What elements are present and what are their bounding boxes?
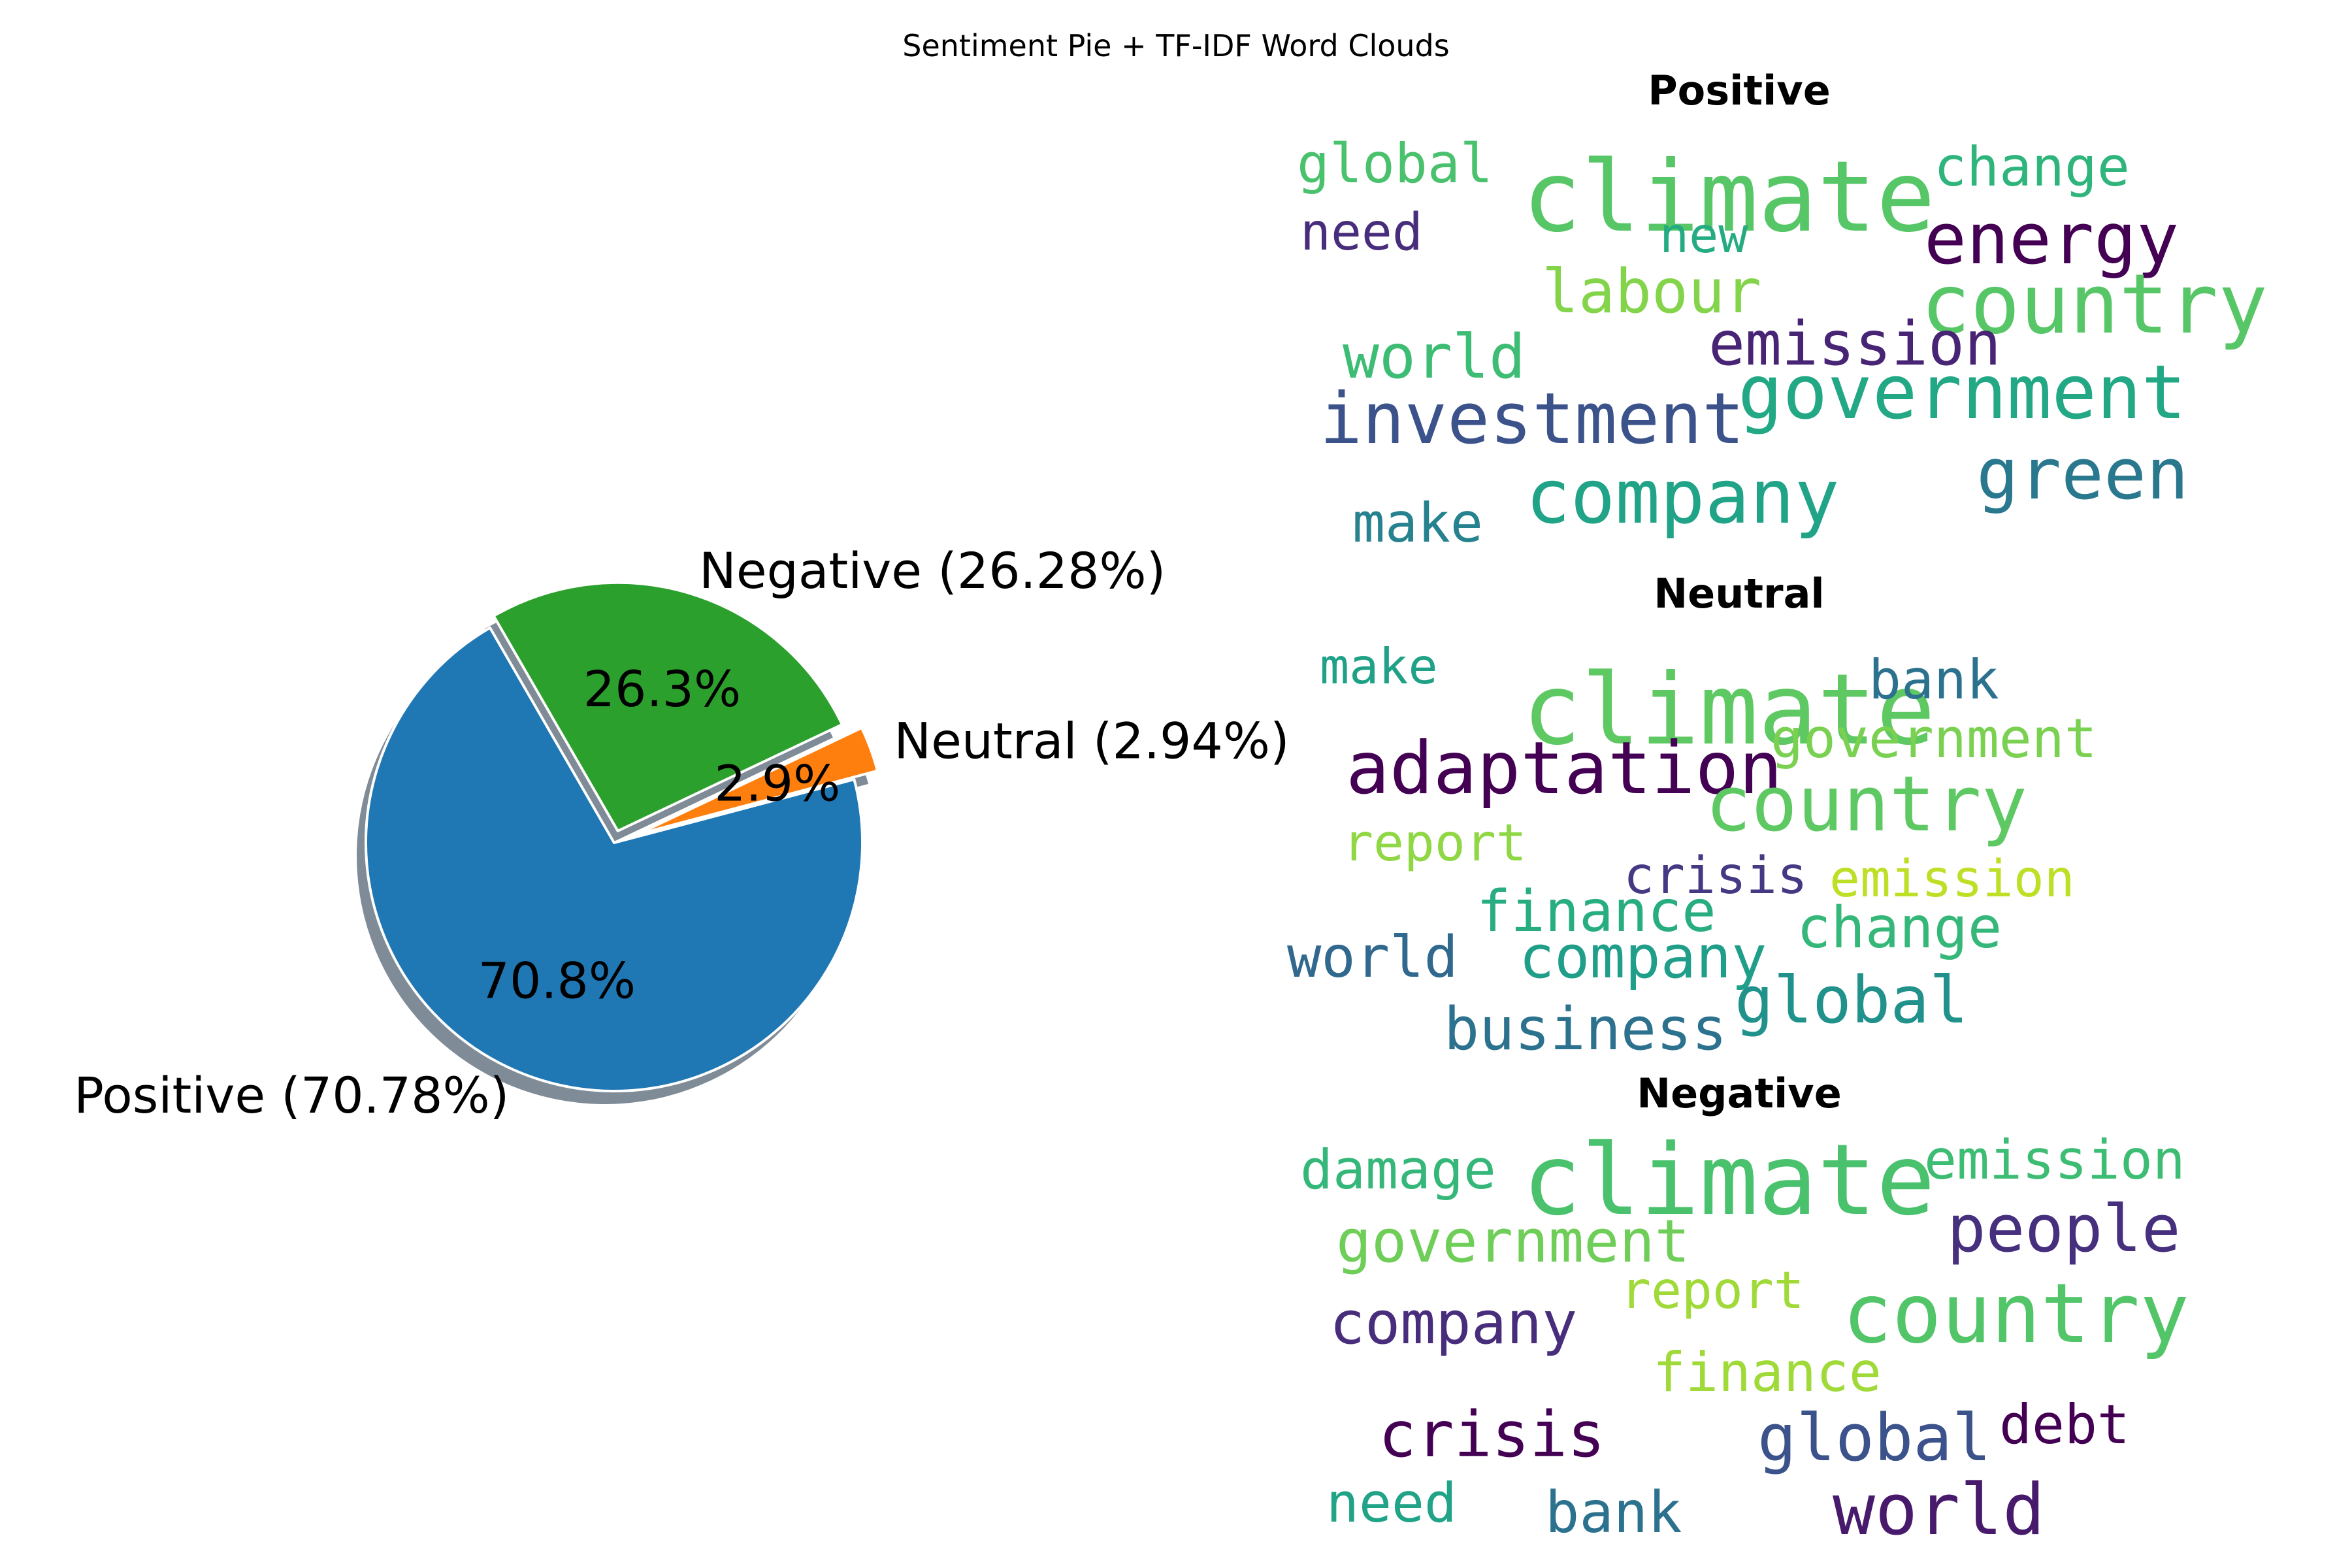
word-positive-change: change <box>1934 135 2130 199</box>
word-positive-investment: investment <box>1320 378 1744 460</box>
pie-labels: Positive (70.78%) 70.8% Neutral (2.94%) 2.9… <box>74 542 1289 1124</box>
word-positive-new: new <box>1659 206 1748 264</box>
word-neutral-emission: emission <box>1829 850 2075 909</box>
word-positive-make: make <box>1352 491 1483 555</box>
word-positive-need: need <box>1300 203 1423 262</box>
pie-pct-label-negative: 26.3% <box>583 660 741 718</box>
word-positive-government: government <box>1738 349 2186 436</box>
word-neutral-adaptation: adaptation <box>1346 727 1782 811</box>
word-negative-government: government <box>1336 1207 1690 1276</box>
word-positive-company: company <box>1526 453 1839 540</box>
wordcloud-title-negative: Negative <box>1637 1070 1842 1117</box>
pie-slice-positive <box>365 626 864 1092</box>
word-positive-green: green <box>1976 434 2189 515</box>
word-neutral-report: report <box>1343 814 1527 873</box>
word-neutral-crisis: crisis <box>1624 847 1808 906</box>
pie-pct-label-positive: 70.8% <box>478 951 636 1009</box>
word-negative-report: report <box>1620 1262 1805 1320</box>
word-neutral-company: company <box>1519 923 1767 992</box>
word-positive-energy: energy <box>1924 199 2179 280</box>
pie-pct-label-neutral: 2.9% <box>714 755 840 813</box>
word-neutral-make: make <box>1320 638 1438 695</box>
pie-label-positive: Positive (70.78%) <box>74 1066 509 1124</box>
word-positive-labour: labour <box>1542 256 1761 327</box>
word-neutral-finance: finance <box>1477 878 1716 945</box>
wordcloud-title-positive: Positive <box>1648 67 1831 114</box>
word-neutral-business: business <box>1444 995 1727 1064</box>
sentiment-pie-chart: Positive (70.78%) 70.8% Neutral (2.94%) 2.9… <box>74 542 1289 1124</box>
word-negative-need: need <box>1326 1471 1457 1535</box>
word-positive-emission: emission <box>1708 308 2001 379</box>
word-negative-people: people <box>1947 1192 2181 1267</box>
word-positive-country: country <box>1921 256 2268 352</box>
word-neutral-change: change <box>1797 894 2002 961</box>
pie-label-neutral: Neutral (2.94%) <box>894 711 1289 770</box>
pie-slices <box>365 581 879 1092</box>
word-neutral-climate: climate <box>1522 653 1935 767</box>
word-negative-company: company <box>1330 1289 1577 1358</box>
word-negative-global: global <box>1757 1401 1991 1476</box>
wordcloud-title-neutral: Neutral <box>1654 570 1824 617</box>
word-neutral-world: world <box>1287 924 1458 990</box>
word-positive-world: world <box>1343 321 1526 392</box>
word-positive-global: global <box>1297 132 1493 195</box>
pie-slice-neutral <box>636 726 879 836</box>
word-neutral-bank: bank <box>1869 648 1999 711</box>
word-negative-finance: finance <box>1653 1341 1882 1404</box>
word-negative-bank: bank <box>1545 1479 1682 1546</box>
word-negative-crisis: crisis <box>1379 1398 1605 1471</box>
word-negative-emission: emission <box>1924 1128 2185 1192</box>
pie-label-negative: Negative (26.28%) <box>699 542 1166 600</box>
word-negative-damage: damage <box>1300 1138 1496 1201</box>
word-positive-climate: climate <box>1522 140 1935 254</box>
word-neutral-global: global <box>1735 963 1968 1038</box>
word-negative-climate: climate <box>1522 1124 1935 1237</box>
pie-slice-negative <box>492 581 843 832</box>
wordcloud-neutral: Neutral make climatebankgovernmentadaptat… <box>1287 570 2097 1064</box>
word-negative-world: world <box>1833 1469 2045 1551</box>
word-negative-debt: debt <box>1999 1393 2130 1456</box>
word-neutral-country: country <box>1705 759 2027 849</box>
word-neutral-government: government <box>1771 707 2097 770</box>
figure-title: Sentiment Pie + TF-IDF Word Clouds <box>902 28 1449 63</box>
word-negative-country: country <box>1842 1266 2189 1362</box>
